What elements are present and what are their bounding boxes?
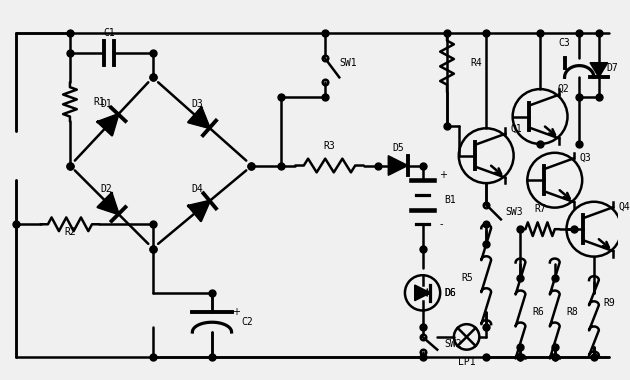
Text: -: - — [439, 219, 443, 229]
Text: R6: R6 — [532, 307, 544, 317]
Text: Q3: Q3 — [579, 153, 591, 163]
Text: D7: D7 — [607, 63, 619, 73]
Polygon shape — [188, 201, 210, 221]
Text: B1: B1 — [444, 195, 456, 205]
Text: SW2: SW2 — [444, 339, 462, 349]
Polygon shape — [98, 193, 118, 214]
Text: R5: R5 — [462, 273, 474, 283]
Text: R2: R2 — [64, 227, 76, 237]
Text: D6: D6 — [444, 288, 456, 298]
Polygon shape — [590, 63, 608, 78]
Text: R8: R8 — [566, 307, 578, 317]
Text: Q2: Q2 — [558, 84, 570, 94]
Text: +: + — [439, 170, 447, 180]
Text: R4: R4 — [471, 58, 483, 68]
Text: Q4: Q4 — [619, 201, 630, 212]
Text: +: + — [232, 307, 239, 317]
Text: D1: D1 — [101, 99, 113, 109]
Polygon shape — [388, 156, 408, 175]
Polygon shape — [98, 114, 118, 135]
Text: C1: C1 — [103, 28, 115, 38]
Polygon shape — [188, 108, 210, 128]
Text: R3: R3 — [324, 141, 335, 151]
Text: Q1: Q1 — [511, 123, 522, 133]
Text: C2: C2 — [241, 317, 253, 327]
Text: SW1: SW1 — [340, 58, 357, 68]
Text: C3: C3 — [559, 38, 570, 48]
Text: D4: D4 — [192, 184, 203, 195]
Text: SW3: SW3 — [506, 207, 524, 217]
Polygon shape — [415, 285, 430, 301]
Text: R1: R1 — [93, 97, 105, 107]
Text: D5: D5 — [392, 143, 404, 153]
Text: LP1: LP1 — [458, 358, 476, 367]
Text: D2: D2 — [101, 184, 113, 195]
Text: D3: D3 — [192, 99, 203, 109]
Text: R9: R9 — [604, 298, 616, 308]
Text: R7: R7 — [534, 204, 546, 214]
Text: D6: D6 — [444, 288, 456, 298]
